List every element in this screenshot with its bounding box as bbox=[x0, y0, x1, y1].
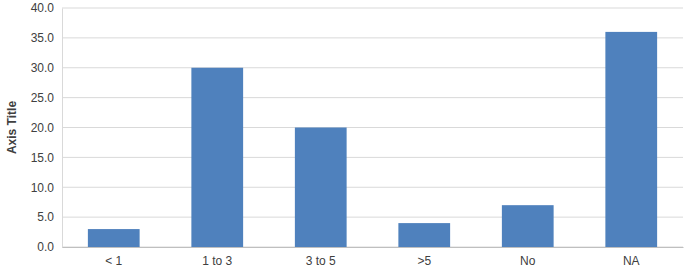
y-tick-label: 40.0 bbox=[31, 1, 55, 15]
bars bbox=[88, 32, 657, 247]
grid-line bbox=[62, 127, 683, 128]
grid-line bbox=[62, 97, 683, 98]
y-tick: 10.0 bbox=[31, 181, 62, 195]
y-tick-label: 15.0 bbox=[31, 151, 55, 165]
y-axis: 0.0 5.0 10.0 15.0 20.0 25.0 30.0 35.0 40.0 bbox=[31, 1, 63, 254]
bar bbox=[502, 205, 554, 247]
y-tick: 40.0 bbox=[31, 1, 62, 15]
y-tick-label: 5.0 bbox=[37, 210, 54, 224]
y-tick: 15.0 bbox=[31, 151, 62, 165]
y-tick-label: 25.0 bbox=[31, 91, 55, 105]
y-tick: 35.0 bbox=[31, 31, 62, 45]
y-axis-line bbox=[62, 9, 63, 248]
x-tick: < 1 bbox=[105, 247, 122, 268]
grid-line bbox=[62, 157, 683, 158]
x-tick: 3 to 5 bbox=[306, 247, 336, 268]
y-tick-label: 30.0 bbox=[31, 61, 55, 75]
grid-line bbox=[62, 217, 683, 218]
x-tick: No bbox=[520, 247, 536, 268]
grid-line bbox=[62, 247, 683, 248]
x-tick-label: >5 bbox=[417, 254, 431, 268]
grid-line bbox=[62, 8, 683, 9]
bar bbox=[295, 128, 347, 248]
x-tick-label: 1 to 3 bbox=[202, 254, 232, 268]
grid-line bbox=[62, 37, 683, 38]
x-axis: < 1 1 to 3 3 to 5 >5 No NA bbox=[63, 247, 684, 268]
grid-line bbox=[62, 67, 683, 68]
x-tick-label: NA bbox=[623, 254, 640, 268]
grid bbox=[62, 8, 683, 247]
x-tick-label: 3 to 5 bbox=[306, 254, 336, 268]
x-tick: 1 to 3 bbox=[202, 247, 232, 268]
y-tick: 5.0 bbox=[37, 210, 62, 224]
y-tick-label: 35.0 bbox=[31, 31, 55, 45]
grid-line bbox=[62, 187, 683, 188]
chart: 0.0 5.0 10.0 15.0 20.0 25.0 30.0 35.0 40.0 < 1 1 t… bbox=[0, 0, 685, 272]
plot: 0.0 5.0 10.0 15.0 20.0 25.0 30.0 35.0 40.0 < 1 1 t… bbox=[31, 1, 684, 267]
y-tick: 25.0 bbox=[31, 91, 62, 105]
x-tick-label: No bbox=[520, 254, 536, 268]
y-tick-label: 0.0 bbox=[37, 240, 54, 254]
bar bbox=[398, 223, 450, 247]
y-tick-label: 10.0 bbox=[31, 181, 55, 195]
bar bbox=[605, 32, 657, 247]
y-axis-title: Axis Title bbox=[5, 101, 19, 154]
x-tick-label: < 1 bbox=[105, 254, 122, 268]
bar bbox=[191, 68, 243, 247]
y-tick-label: 20.0 bbox=[31, 121, 55, 135]
bar bbox=[88, 229, 140, 247]
x-axis-line bbox=[63, 247, 684, 248]
y-tick: 0.0 bbox=[37, 240, 62, 254]
y-tick: 20.0 bbox=[31, 121, 62, 135]
x-tick: >5 bbox=[417, 247, 431, 268]
x-tick: NA bbox=[623, 247, 640, 268]
y-tick: 30.0 bbox=[31, 61, 62, 75]
